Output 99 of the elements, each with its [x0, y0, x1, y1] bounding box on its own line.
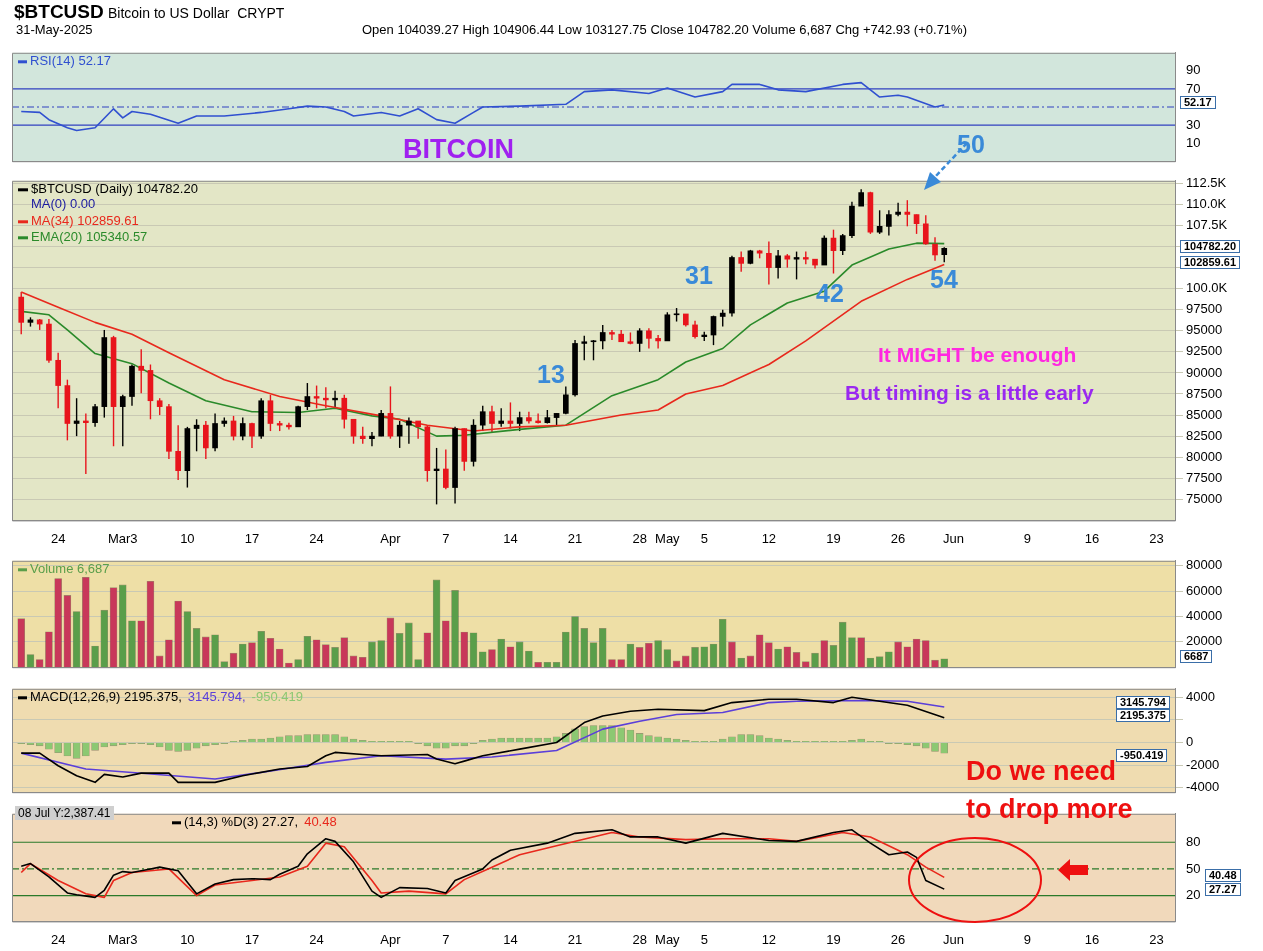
annotation: BITCOIN [403, 134, 514, 165]
legend-label: Volume 6,687 [30, 561, 110, 577]
annotation: 2195.375 [1116, 709, 1170, 722]
y-tick-label: 4000 [1186, 688, 1215, 704]
y-tick-label: 50 [1186, 860, 1201, 876]
y-tick-label: 0 [1186, 734, 1194, 750]
x-tick-label: 16 [1084, 931, 1100, 947]
x-tick-label: 7 [442, 931, 450, 947]
y-tick-label: 85000 [1186, 406, 1223, 422]
y-tick-label: 100.0K [1186, 280, 1228, 296]
text: 3145.794, [187, 689, 246, 705]
chart-subtitle: Bitcoin to US Dollar CRYPT [108, 5, 285, 21]
legend-label: $BTCUSD (Daily) 104782.20 [31, 181, 198, 197]
y-tick-label: 107.5K [1186, 217, 1228, 233]
chart-title: $BTCUSD [14, 1, 104, 23]
y-tick-label: -2000 [1186, 756, 1220, 772]
text: 104782.20 [1180, 240, 1240, 253]
x-tick-label: Jun [942, 530, 964, 546]
x-tick-label: 17 [244, 931, 260, 947]
y-tick-label: 90000 [1186, 364, 1223, 380]
text: -950.419 [251, 689, 303, 705]
legend-label: (14,3) %D(3) 27.27, [184, 814, 299, 830]
annotation: 13 [537, 360, 565, 389]
text: Open 104039.27 High 104906.44 Low 103127.75 Close 104782.20 Volume 6,687 Chg +742.93 (+0.71%) [362, 22, 967, 37]
y-tick-label: -4000 [1186, 779, 1220, 795]
annotation: 50 [957, 130, 985, 159]
y-tick-label: 80000 [1186, 448, 1223, 464]
legend-label: MACD(12,26,9) 2195.375, [30, 689, 182, 705]
x-tick-label: 5 [700, 931, 708, 947]
x-tick-label: 12 [761, 530, 777, 546]
x-tick-label: 28 [632, 931, 647, 947]
x-tick-label: 10 [180, 931, 195, 947]
annotation: It MIGHT be enough [878, 343, 1077, 367]
annotation: 3145.794 [1116, 696, 1170, 709]
x-tick-label: 14 [503, 530, 518, 546]
x-tick-label: 14 [503, 931, 518, 947]
y-tick-label: 80 [1186, 833, 1201, 849]
y-tick-label: 82500 [1186, 427, 1223, 443]
x-tick-label: 5 [700, 530, 708, 546]
x-tick-label: May [655, 530, 681, 546]
text: 102859.61 [1180, 256, 1240, 269]
y-tick-label: 80000 [1186, 557, 1223, 573]
x-tick-label: Apr [380, 931, 402, 947]
x-tick-label: 24 [50, 530, 66, 546]
x-tick-label: Apr [380, 530, 402, 546]
x-tick-label: 28 [632, 530, 647, 546]
annotation: MA(0) 0.00 [31, 196, 96, 211]
y-tick-label: 112.5K [1186, 174, 1227, 190]
y-tick-label: 90 [1186, 62, 1201, 78]
x-tick-label: Mar3 [107, 931, 138, 947]
x-tick-label: 23 [1149, 530, 1164, 546]
y-tick-label: 60000 [1186, 582, 1223, 598]
x-tick-label: 16 [1084, 530, 1100, 546]
text: 52.17 [1180, 96, 1216, 109]
x-tick-label: 21 [567, 530, 583, 546]
series-label: 40.48 [304, 814, 337, 830]
text: 27.27 [1205, 883, 1241, 896]
x-tick-label: Mar3 [107, 530, 138, 546]
x-tick-label: 24 [309, 530, 324, 546]
x-tick-label: 12 [761, 931, 777, 947]
x-tick-label: 24 [309, 931, 324, 947]
x-tick-label: 7 [442, 530, 450, 546]
y-tick-label: 92500 [1186, 343, 1223, 359]
legend-label: MA(34) 102859.61 [31, 213, 139, 229]
annotation: But timing is a little early [845, 381, 1094, 405]
text: 31-May-2025 [16, 22, 93, 37]
annotation: 54 [930, 265, 958, 294]
annotation: 08 Jul Y:2,387.41 [15, 806, 114, 820]
text: 40.48 [1205, 869, 1241, 882]
annotation: 31 [685, 261, 713, 290]
x-tick-label: 17 [244, 530, 260, 546]
x-tick-label: 23 [1149, 931, 1164, 947]
y-tick-label: 20000 [1186, 633, 1223, 649]
y-tick-label: 10 [1186, 134, 1201, 150]
x-tick-label: 10 [180, 530, 195, 546]
x-tick-label: 26 [890, 530, 906, 546]
x-tick-label: 9 [1023, 530, 1031, 546]
legend-label: RSI(14) 52.17 [30, 53, 111, 69]
y-tick-label: 40000 [1186, 608, 1223, 624]
y-tick-label: 75000 [1186, 490, 1223, 506]
y-tick-label: 20 [1186, 887, 1201, 903]
y-tick-label: 110.0K [1186, 195, 1227, 211]
y-tick-label: 97500 [1186, 301, 1223, 317]
y-tick-label: 95000 [1186, 322, 1223, 338]
legend-label: EMA(20) 105340.57 [31, 229, 148, 245]
y-tick-label: 87500 [1186, 385, 1223, 401]
text: 6687 [1180, 650, 1213, 663]
y-tick-label: 77500 [1186, 469, 1223, 485]
y-tick-label: 70 [1186, 80, 1201, 96]
x-tick-label: 24 [50, 931, 66, 947]
x-tick-label: 19 [826, 931, 841, 947]
x-tick-label: May [655, 931, 681, 947]
annotation: 42 [816, 279, 844, 308]
x-tick-label: 19 [826, 530, 841, 546]
x-tick-label: 26 [890, 931, 906, 947]
x-tick-label: 9 [1023, 931, 1031, 947]
y-tick-label: 30 [1186, 116, 1201, 132]
x-tick-label: Jun [942, 931, 964, 947]
x-tick-label: 21 [567, 931, 583, 947]
